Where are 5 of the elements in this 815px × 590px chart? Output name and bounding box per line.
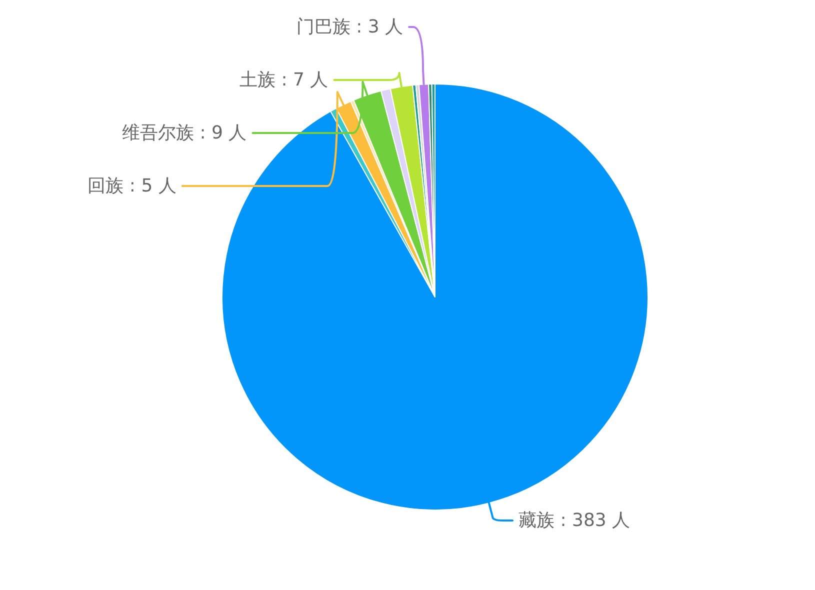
- slice-label: 回族 : 5 人: [88, 176, 176, 196]
- slice-label: 藏族 : 383 人: [518, 510, 630, 531]
- slice-label: 门巴族 : 3 人: [296, 16, 404, 38]
- slice-label: 土族 : 7 人: [240, 70, 328, 90]
- slice-label: 维吾尔族 : 9 人: [122, 122, 247, 144]
